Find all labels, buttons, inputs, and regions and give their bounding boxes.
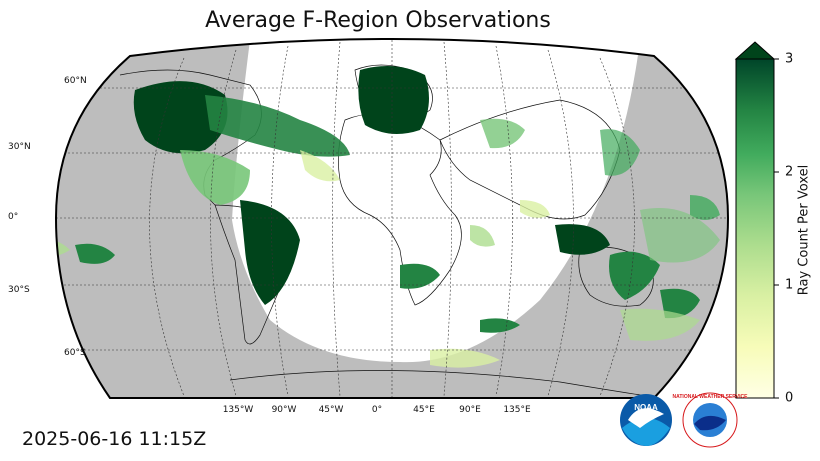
lat-label-0: 0° <box>8 212 18 222</box>
lat-label-30n: 30°N <box>8 142 31 152</box>
colorbar-extend-arrow <box>734 41 776 60</box>
lon-label-90w: 90°W <box>272 405 297 415</box>
map-title: Average F-Region Observations <box>205 8 551 33</box>
lat-label-30s: 30°S <box>8 285 30 295</box>
globe-outline <box>54 38 730 399</box>
colorbar-tick-1: 1 <box>785 277 794 293</box>
noaa-logo-text: NOAA <box>634 403 658 412</box>
colorbar-gradient <box>735 58 775 399</box>
nws-logo: NATIONAL WEATHER SERVICE <box>673 392 749 448</box>
lon-label-90e: 90°E <box>459 405 481 415</box>
lon-label-45w: 45°W <box>319 405 344 415</box>
daylight-region <box>232 40 640 363</box>
timestamp: 2025-06-16 11:15Z <box>22 428 207 450</box>
colorbar-tick-0: 0 <box>785 390 794 406</box>
lon-label-45e: 45°E <box>413 405 435 415</box>
ray-density-field <box>56 66 720 368</box>
lon-label-135e: 135°E <box>503 405 531 415</box>
lon-label-135w: 135°W <box>223 405 254 415</box>
nws-logo-text: NATIONAL WEATHER SERVICE <box>673 394 749 400</box>
colorbar-label: Ray Count Per Voxel <box>796 164 812 296</box>
colorbar <box>734 41 779 399</box>
colorbar-tick-2: 2 <box>785 164 794 180</box>
lat-label-60s: 60°S <box>64 348 86 358</box>
graticule <box>56 40 728 398</box>
colorbar-tick-3: 3 <box>785 51 794 67</box>
lat-label-60n: 60°N <box>64 76 87 86</box>
noaa-logo: NOAA <box>620 394 672 446</box>
lon-label-0: 0° <box>372 405 382 415</box>
globe <box>56 39 728 398</box>
